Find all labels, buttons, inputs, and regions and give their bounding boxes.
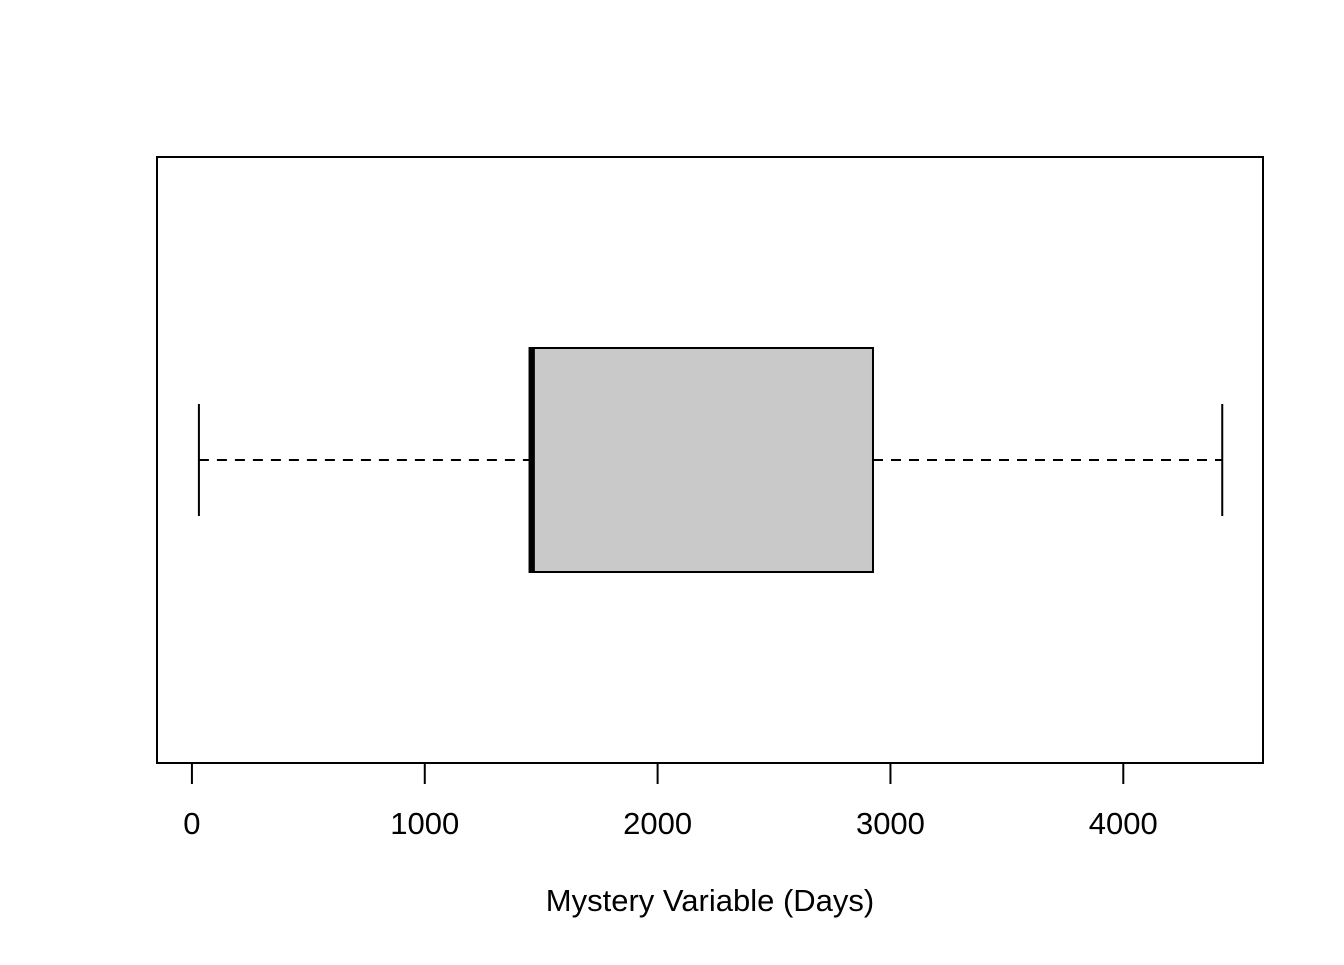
x-axis-label: Mystery Variable (Days)	[546, 883, 874, 918]
x-axis: 0 1000 2000 3000 4000	[183, 762, 1158, 841]
box-group	[197, 347, 1224, 573]
x-tick-label-3000: 3000	[856, 806, 925, 841]
interquartile-box	[528, 347, 874, 573]
x-tick-label-0: 0	[183, 806, 200, 841]
x-tick-label-1000: 1000	[390, 806, 459, 841]
x-tick-label-2000: 2000	[623, 806, 692, 841]
x-tick-label-4000: 4000	[1089, 806, 1158, 841]
